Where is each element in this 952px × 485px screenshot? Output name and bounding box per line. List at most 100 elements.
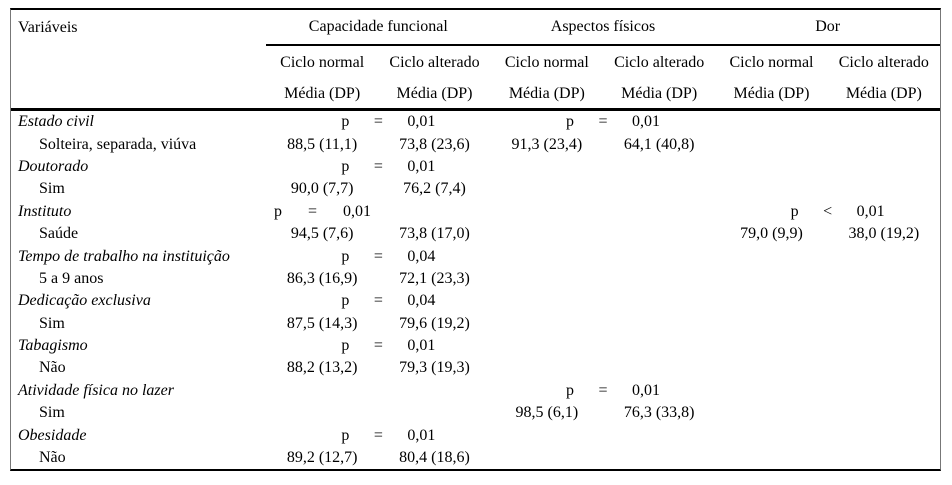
- header-measure-row: Média (DP) Média (DP) Média (DP) Média (…: [11, 80, 940, 108]
- subheader-media-dp: Média (DP): [733, 85, 810, 102]
- category-label: Sim: [39, 314, 65, 332]
- p-value-cell-aspectos: p = 0,01: [491, 113, 716, 131]
- subheader-ciclo-alterado: Ciclo alterado: [389, 54, 480, 71]
- table-row-category: Instituto p = 0,01 p < 0,01: [11, 201, 940, 223]
- p-symbol: p: [790, 202, 799, 220]
- category-label: 5 a 9 anos: [39, 269, 104, 287]
- table-row-category: Doutorado p = 0,01: [11, 156, 940, 178]
- p-operator: =: [373, 157, 383, 175]
- table-row-values: Solteira, separada, viúva 88,5 (11,1) 73…: [11, 133, 940, 155]
- variable-label: Obesidade: [18, 426, 87, 444]
- mean-sd-value: 79,3 (19,3): [399, 359, 470, 377]
- header-cycle-row: Ciclo normal Ciclo alterado Ciclo normal…: [11, 46, 940, 80]
- subheader-media-dp: Média (DP): [845, 85, 922, 102]
- mean-sd-value: 89,2 (12,7): [286, 449, 358, 467]
- p-operator: =: [308, 202, 318, 220]
- header-group-row: Variáveis Capacidade funcional Aspectos …: [11, 10, 940, 46]
- variable-label: Estado civil: [18, 113, 94, 131]
- mean-sd-value: 73,8 (23,6): [399, 135, 470, 153]
- p-symbol: p: [274, 202, 282, 220]
- p-operator: =: [373, 247, 383, 265]
- p-value: 0,04: [407, 247, 436, 265]
- p-operator: =: [373, 337, 383, 355]
- variable-label: Doutorado: [18, 157, 89, 175]
- mean-sd-value: 76,2 (7,4): [403, 180, 466, 198]
- subheader-ciclo-alterado: Ciclo alterado: [614, 54, 705, 71]
- mean-sd-value: 79,6 (19,2): [399, 314, 470, 332]
- subheader-ciclo-alterado: Ciclo alterado: [838, 54, 929, 71]
- p-value-cell-capacidade: p = 0,04: [266, 292, 491, 310]
- mean-sd-value: 88,5 (11,1): [287, 135, 358, 153]
- subheader-ciclo-normal: Ciclo normal: [280, 54, 365, 71]
- category-label: Não: [39, 449, 66, 467]
- table-row-category: Tempo de trabalho na instituição p = 0,0…: [11, 245, 940, 267]
- table-row-values: Saúde 94,5 (7,6) 73,8 (17,0) 79,0 (9,9) …: [11, 223, 940, 245]
- p-symbol: p: [341, 247, 350, 265]
- p-value-cell-capacidade: p = 0,01: [266, 158, 491, 176]
- mean-sd-value: 79,0 (9,9): [740, 225, 803, 243]
- p-value-cell-capacidade: p = 0,01: [266, 427, 491, 445]
- table-row-category: Atividade física no lazer p = 0,01: [11, 380, 940, 402]
- variable-label: Tempo de trabalho na instituição: [18, 247, 230, 265]
- group-headers: Capacidade funcional Aspectos físicos Do…: [266, 10, 940, 46]
- mean-sd-value: 76,3 (33,8): [623, 404, 695, 422]
- p-value-cell-aspectos: p = 0,01: [491, 382, 716, 400]
- p-value-cell-capacidade: p = 0,01: [266, 203, 491, 221]
- table-row-category: Estado civil p = 0,01 p = 0,01: [11, 111, 940, 133]
- mean-sd-value: 86,3 (16,9): [286, 269, 358, 287]
- subheader-ciclo-normal: Ciclo normal: [504, 54, 589, 71]
- p-symbol: p: [341, 113, 350, 131]
- p-operator: =: [373, 426, 383, 444]
- p-value: 0,01: [407, 157, 436, 175]
- p-value: 0,01: [631, 113, 660, 131]
- variable-label: Tabagismo: [18, 337, 88, 355]
- mean-sd-value: 88,2 (13,2): [286, 359, 358, 377]
- category-label: Saúde: [39, 225, 79, 243]
- p-symbol: p: [565, 381, 574, 399]
- table-row-category: Tabagismo p = 0,01: [11, 335, 940, 357]
- p-symbol: p: [341, 292, 350, 310]
- mean-sd-value: 94,5 (7,6): [290, 225, 354, 243]
- column-header-variaveis: Variáveis: [18, 19, 78, 36]
- subheader-ciclo-normal: Ciclo normal: [729, 54, 814, 71]
- subheader-media-dp: Média (DP): [396, 85, 473, 102]
- category-label: Sim: [39, 180, 65, 198]
- p-operator: =: [373, 292, 383, 310]
- group-header-dor: Dor: [815, 18, 841, 35]
- mean-sd-value: 73,8 (17,0): [399, 225, 470, 243]
- subheader-media-dp: Média (DP): [508, 85, 585, 102]
- p-symbol: p: [341, 337, 350, 355]
- p-value: 0,01: [407, 426, 436, 444]
- table-row-category: Obesidade p = 0,01: [11, 424, 940, 446]
- mean-sd-value: 80,4 (18,6): [399, 449, 470, 467]
- category-label: Não: [39, 359, 66, 377]
- p-symbol: p: [341, 426, 350, 444]
- variable-label: Instituto: [18, 202, 72, 220]
- p-value: 0,01: [407, 337, 436, 355]
- p-operator: =: [598, 381, 608, 399]
- group-header-capacidade-funcional: Capacidade funcional: [308, 18, 448, 35]
- table-row-values: Não 88,2 (13,2) 79,3 (19,3): [11, 357, 940, 379]
- variable-label: Atividade física no lazer: [18, 381, 174, 399]
- p-symbol: p: [565, 113, 574, 131]
- table-row-values: Não 89,2 (12,7) 80,4 (18,6): [11, 447, 940, 469]
- table-row-category: Dedicação exclusiva p = 0,04: [11, 290, 940, 312]
- category-label: Sim: [39, 404, 65, 422]
- p-value: 0,01: [407, 113, 436, 131]
- table-row-values: Sim 90,0 (7,7) 76,2 (7,4): [11, 178, 940, 200]
- variable-label: Dedicação exclusiva: [18, 292, 151, 310]
- table-row-values: 5 a 9 anos 86,3 (16,9) 72,1 (23,3): [11, 268, 940, 290]
- category-label: Solteira, separada, viúva: [39, 135, 197, 153]
- subheader-media-dp: Média (DP): [284, 85, 361, 102]
- mean-sd-value: 91,3 (23,4): [511, 135, 583, 153]
- table-body: Estado civil p = 0,01 p = 0,01 Solteira,…: [11, 111, 940, 469]
- p-value: 0,01: [343, 202, 372, 220]
- p-operator: =: [598, 113, 608, 131]
- table-row-values: Sim 98,5 (6,1) 76,3 (33,8): [11, 402, 940, 424]
- mean-sd-value: 98,5 (6,1): [515, 404, 579, 422]
- table-row-values: Sim 87,5 (14,3) 79,6 (19,2): [11, 313, 940, 335]
- p-operator: <: [823, 202, 833, 220]
- group-header-aspectos-fisicos: Aspectos físicos: [550, 18, 656, 35]
- subheader-media-dp: Média (DP): [621, 85, 698, 102]
- p-value-cell-capacidade: p = 0,01: [266, 113, 491, 131]
